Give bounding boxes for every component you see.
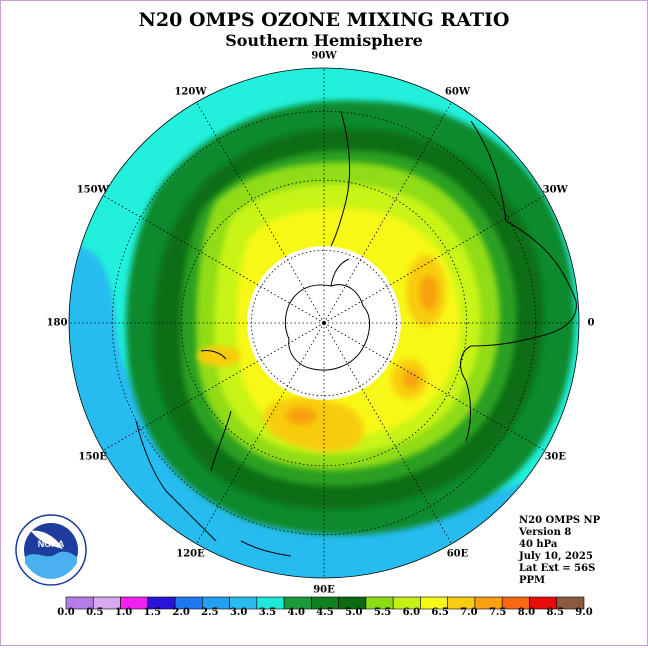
info-block: N20 OMPS NP Version 8 40 hPa July 10, 20… [519, 515, 600, 587]
contour-7.0-c [263, 397, 364, 452]
meridian-line [323, 322, 452, 545]
color-scale-tick: 6.5 [431, 607, 449, 618]
color-swatch [556, 596, 585, 610]
color-scale-tick: 3.0 [229, 607, 248, 618]
meridian-line [102, 322, 325, 451]
color-scale-tick: 6.0 [402, 607, 421, 618]
contour-7.5-c [286, 407, 316, 425]
longitude-label: 90E [313, 584, 335, 596]
meridian-line [196, 101, 325, 324]
info-level: 40 hPa [519, 539, 558, 550]
map-subtitle: Southern Hemisphere [225, 31, 423, 50]
coastlines [135, 110, 577, 557]
info-product: N20 OMPS NP [519, 515, 601, 526]
info-units: PPM [519, 575, 546, 586]
contour-7.0-d [197, 346, 241, 366]
longitude-label: 30W [542, 184, 568, 195]
contour-7.5-b [403, 370, 419, 388]
south-pole [322, 321, 326, 325]
color-scale-tick: 0.5 [86, 607, 104, 618]
info-version: Version 8 [519, 527, 572, 538]
color-scale-tick: 4.5 [316, 607, 334, 618]
graticule [69, 68, 579, 578]
info-date: July 10, 2025 [519, 551, 593, 562]
noaa-logo-text: NOAA [38, 539, 65, 549]
color-scale-tick: 0.0 [57, 607, 75, 618]
color-scale-tick: 9.0 [575, 607, 593, 618]
info-lat-extent: Lat Ext = 56S [519, 563, 596, 574]
longitude-label: 120E [176, 548, 205, 560]
color-scale-tick: 1.5 [143, 607, 162, 618]
color-scale-tick: 7.0 [460, 607, 478, 618]
longitude-label: 150W [76, 184, 109, 195]
color-scale-tick: 2.5 [201, 607, 219, 618]
color-scale-tick: 8.0 [517, 607, 536, 618]
contour-7.5-a [420, 275, 438, 311]
map-boundary [68, 67, 580, 579]
map-title: N20 OMPS OZONE MIXING RATIO [138, 9, 510, 31]
ozone-field [69, 68, 579, 578]
meridian-line [323, 101, 452, 324]
longitude-label: 0 [587, 317, 595, 329]
color-scale-tick: 3.5 [258, 607, 277, 618]
latitude-circle [111, 110, 537, 536]
latitude-circle [180, 179, 468, 467]
meridian-line [196, 322, 325, 545]
meridian-line [102, 195, 325, 324]
color-scale-tick: 4.0 [287, 607, 305, 618]
longitude-label: 90W [311, 50, 337, 62]
color-scale-tick: 7.5 [488, 607, 507, 618]
longitude-label: 150E [78, 451, 108, 462]
longitude-label: 60W [444, 86, 471, 98]
color-scale-tick: 2.0 [172, 607, 190, 618]
color-scale [65, 596, 585, 610]
color-scale-tick: 5.0 [345, 607, 363, 618]
longitude-label: 60E [446, 548, 469, 560]
noaa-logo: NOAA [15, 514, 87, 586]
meridian-line [323, 322, 546, 451]
longitude-label: 120W [174, 86, 207, 98]
color-scale-tick: 5.5 [373, 607, 392, 618]
meridian-line [323, 195, 546, 324]
color-scale-tick: 8.5 [546, 607, 564, 618]
color-scale-tick: 1.0 [114, 607, 133, 618]
longitude-label: 30E [544, 451, 566, 462]
longitude-label: 180 [46, 317, 68, 329]
